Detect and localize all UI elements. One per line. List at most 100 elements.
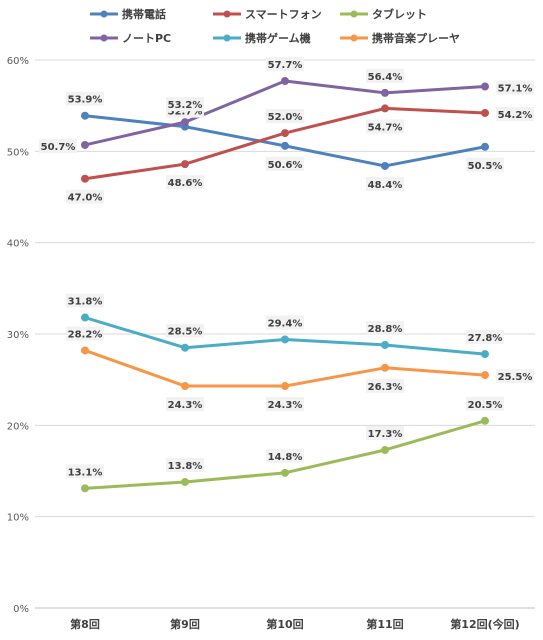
data-label-bg [496, 369, 534, 384]
x-tick-label: 第10回 [266, 617, 303, 631]
data-label-bg [266, 397, 304, 412]
data-point [381, 445, 389, 454]
data-label: 26.3% [368, 382, 403, 393]
data-label: 24.3% [268, 400, 303, 411]
data-label: 13.1% [68, 467, 103, 478]
data-label: 29.4% [268, 318, 303, 329]
x-tick-label: 第9回 [170, 617, 200, 631]
data-point [181, 477, 189, 486]
legend-label: 携帯音楽プレーヤ [372, 31, 460, 45]
data-point [381, 340, 389, 349]
data-point [281, 382, 289, 391]
data-label: 27.8% [468, 333, 503, 344]
legend-swatch-marker [100, 34, 108, 42]
data-point [481, 108, 489, 117]
data-label-bg [166, 457, 204, 472]
data-point [281, 141, 289, 150]
data-label-bg [466, 330, 504, 345]
data-label-bg [366, 320, 404, 335]
data-label-bg [366, 68, 404, 83]
data-label: 28.5% [168, 327, 203, 338]
legend-label: 携帯ゲーム機 [245, 31, 311, 45]
legend-swatch-marker [350, 34, 358, 42]
y-tick-label: 10% [7, 513, 29, 524]
data-label-bg [466, 157, 504, 172]
data-point [81, 140, 89, 149]
data-label-bg [266, 57, 304, 72]
data-point [481, 350, 489, 359]
legend-label: タブレット [372, 7, 427, 21]
data-label-bg [366, 119, 404, 134]
data-labels: 53.9% 52.7% 50.6% 48.4% 50.5% 47.0% 48.6% 52.0%… [39, 57, 534, 479]
data-label: 48.6% [168, 178, 203, 189]
legend-swatch-marker [350, 10, 358, 18]
legend-swatch-marker [223, 10, 231, 18]
data-point [381, 363, 389, 372]
data-label: 56.4% [368, 72, 403, 83]
data-point [181, 382, 189, 391]
data-label: 50.6% [268, 160, 303, 171]
y-tick-label: 20% [7, 421, 29, 432]
data-label-bg [39, 138, 77, 153]
data-point [481, 82, 489, 91]
data-label-bg [166, 97, 204, 112]
data-label: 24.3% [168, 400, 203, 411]
data-label-bg [266, 156, 304, 171]
data-label: 54.2% [498, 110, 533, 121]
data-label-bg [366, 425, 404, 440]
data-label-bg [366, 378, 404, 393]
data-label-bg [266, 109, 304, 124]
data-label-bg [496, 106, 534, 121]
data-point [381, 104, 389, 113]
data-label: 17.3% [368, 429, 403, 440]
data-point [281, 335, 289, 344]
data-label-bg [366, 176, 404, 191]
data-point [181, 118, 189, 127]
data-point [481, 416, 489, 425]
data-label-bg [166, 323, 204, 338]
data-label-bg [496, 80, 534, 95]
y-tick-label: 30% [7, 330, 29, 341]
data-point [481, 371, 489, 380]
data-point [81, 313, 89, 322]
data-label-bg [166, 175, 204, 190]
legend-label: スマートフォン [245, 8, 322, 21]
data-point [81, 346, 89, 355]
data-label: 48.4% [368, 180, 403, 191]
data-label: 31.8% [68, 297, 103, 308]
data-label-bg [66, 326, 104, 341]
data-label: 52.7% [168, 107, 203, 118]
data-label: 14.8% [268, 452, 303, 463]
data-label: 28.2% [68, 329, 103, 340]
data-label-bg [266, 448, 304, 463]
data-label: 47.0% [68, 193, 103, 204]
data-point [281, 77, 289, 86]
data-point [81, 174, 89, 183]
x-tick-label: 第11回 [366, 617, 403, 631]
data-point [381, 88, 389, 97]
data-point [81, 111, 89, 120]
data-label: 25.5% [498, 372, 533, 383]
y-tick-label: 50% [7, 147, 29, 158]
data-point [181, 160, 189, 169]
data-label-bg [66, 91, 104, 106]
legend-swatch-marker [223, 34, 231, 42]
data-label-bg [166, 397, 204, 412]
data-label: 57.1% [498, 83, 533, 94]
data-label: 57.7% [268, 60, 303, 71]
data-label: 20.5% [468, 400, 503, 411]
x-tick-label: 第12回(今回) [450, 617, 519, 631]
data-label: 54.7% [368, 122, 403, 133]
legend-label: ノートPC [122, 32, 171, 45]
data-label: 52.0% [268, 112, 303, 123]
data-label: 53.2% [168, 100, 203, 111]
series-lines [81, 77, 489, 493]
gridlines [35, 59, 535, 609]
data-label-bg [266, 315, 304, 330]
data-label-bg [66, 293, 104, 308]
data-label-bg [466, 396, 504, 411]
data-point [281, 129, 289, 138]
data-label: 28.8% [368, 324, 403, 335]
